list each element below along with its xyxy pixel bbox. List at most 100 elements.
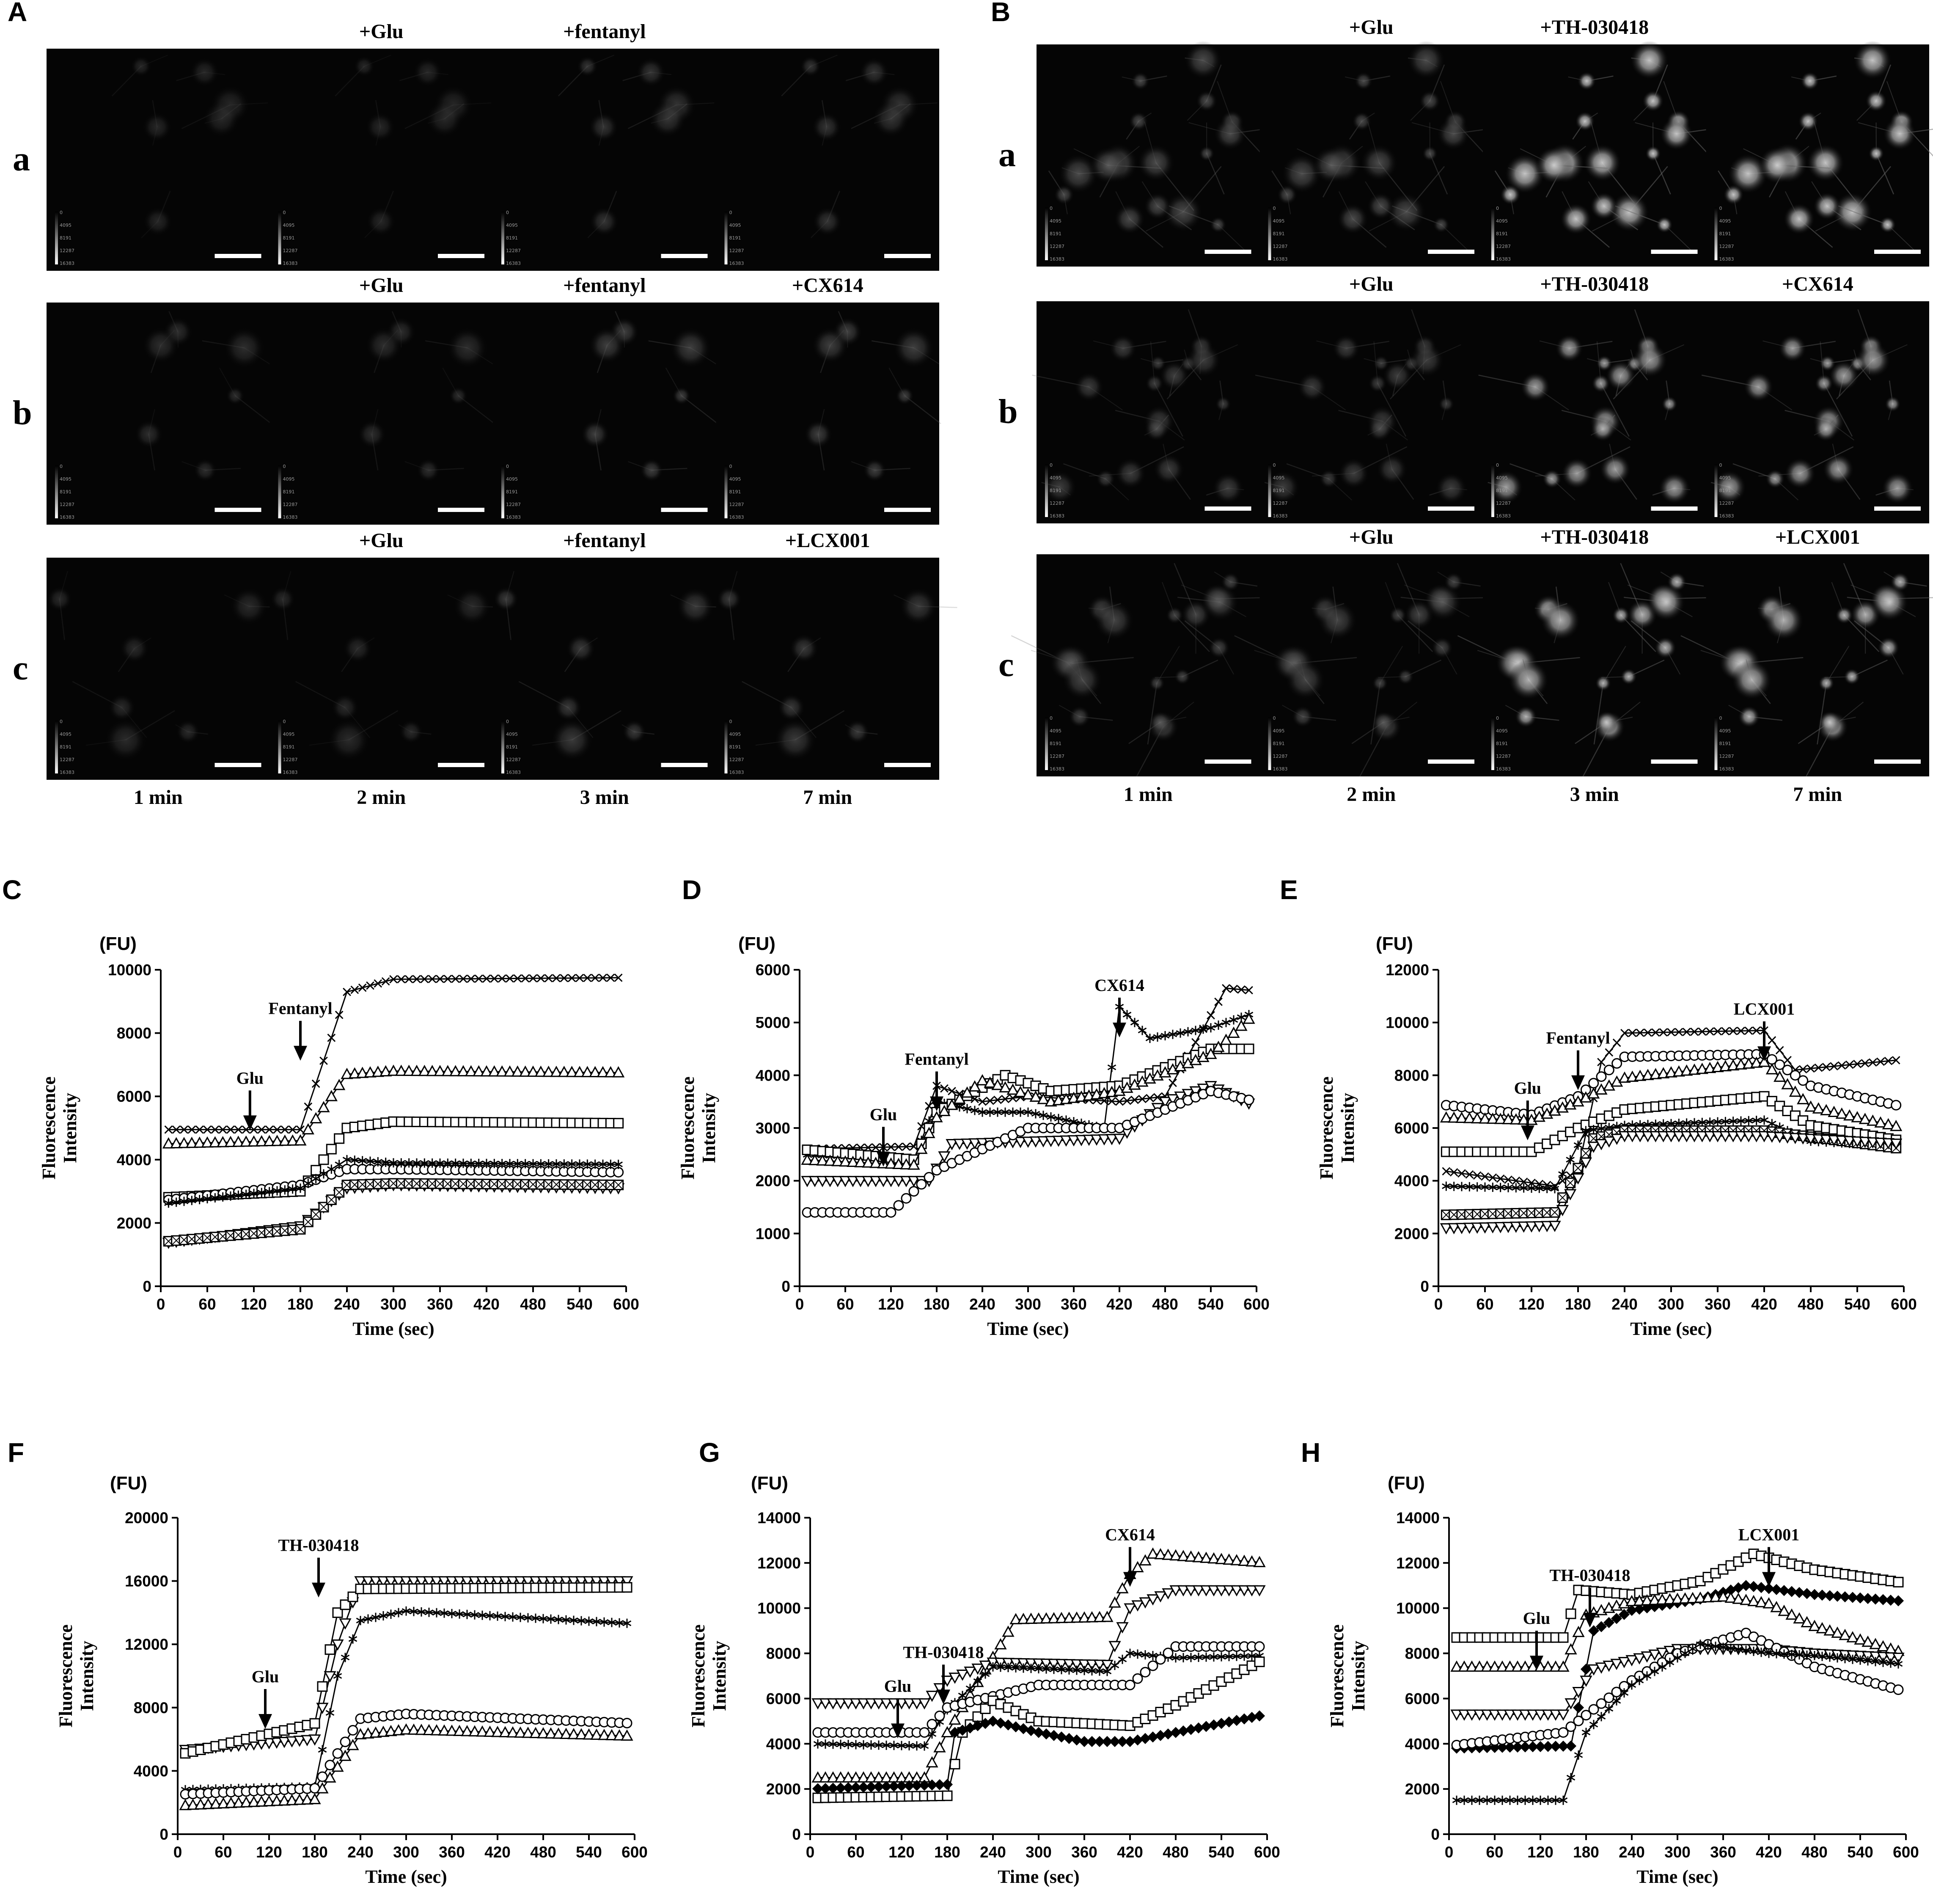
marker-triangle-down xyxy=(1207,1585,1220,1597)
marker-circle xyxy=(934,1710,945,1721)
marker-triangle xyxy=(1572,1626,1585,1637)
annotation-label: TH-030418 xyxy=(1549,1566,1630,1585)
marker-diamond xyxy=(1109,1736,1121,1747)
marker-triangle xyxy=(1230,1554,1243,1566)
marker-triangle-down xyxy=(1463,1222,1476,1234)
marker-triangle xyxy=(1727,1059,1740,1070)
neuron-soma xyxy=(1376,453,1408,485)
intensity-scale-bar xyxy=(1714,464,1718,517)
intensity-scale-label: 8191 xyxy=(506,744,518,750)
x-tick-label: 540 xyxy=(1198,1296,1224,1313)
marker-x xyxy=(436,974,444,983)
marker-x xyxy=(1876,1057,1885,1066)
marker-circle xyxy=(919,1727,930,1738)
marker-triangle xyxy=(529,1727,542,1739)
neuron-soma xyxy=(107,693,136,722)
marker-triangle-down xyxy=(885,1176,897,1187)
neuron-soma xyxy=(716,586,742,612)
marker-star xyxy=(1675,1120,1683,1126)
marker-star xyxy=(358,1158,367,1164)
neuron-soma xyxy=(1868,146,1884,162)
marker-triangle-down xyxy=(1525,1221,1538,1233)
y-tick-label: 6000 xyxy=(1394,1120,1429,1137)
neuron-soma xyxy=(1595,711,1618,734)
marker-triangle xyxy=(976,1074,989,1086)
marker-star xyxy=(319,1171,328,1177)
marker-triangle xyxy=(1238,1555,1251,1566)
marker-triangle xyxy=(1656,1593,1669,1605)
marker-x-square xyxy=(1557,1192,1568,1203)
marker-circle xyxy=(324,1760,335,1771)
neuron-soma xyxy=(225,386,245,405)
marker-diamond xyxy=(1588,1625,1600,1637)
neuron-soma xyxy=(773,718,817,762)
marker-x xyxy=(311,1079,320,1088)
intensity-scale-label: 0 xyxy=(1496,715,1499,721)
neuron-soma xyxy=(1595,675,1611,691)
marker-star xyxy=(401,1608,411,1614)
marker-x xyxy=(506,974,514,983)
scale-bar xyxy=(1651,759,1698,764)
intensity-scale-label: 0 xyxy=(1719,206,1722,211)
marker-triangle-down xyxy=(1083,1134,1095,1146)
intensity-scale-label: 8191 xyxy=(1496,741,1508,746)
y-unit-label: (FU) xyxy=(1376,933,1413,954)
marker-star xyxy=(443,1160,452,1166)
intensity-scale-label: 16383 xyxy=(729,261,744,266)
neuron-soma xyxy=(1053,184,1075,205)
x-axis-title: Time (sec) xyxy=(365,1866,447,1887)
marker-triangle xyxy=(461,1725,473,1736)
marker-star xyxy=(363,1616,373,1622)
marker-diamond xyxy=(1101,1736,1113,1747)
marker-x xyxy=(1169,1079,1177,1087)
annotation-label: LCX001 xyxy=(1738,1525,1799,1544)
y-axis-title-line: Fluorescence xyxy=(55,1624,76,1728)
marker-star xyxy=(1488,1184,1497,1190)
marker-triangle-down xyxy=(1688,1131,1701,1142)
condition-label: +Glu xyxy=(1349,273,1394,295)
marker-triangle-down xyxy=(270,1737,283,1749)
chart-d: D(FU)0 60 120 180 240 300 360 420 480 540 60001000… xyxy=(677,875,1270,1339)
intensity-scale-label: 8191 xyxy=(1496,488,1508,493)
neuron-soma xyxy=(1591,374,1610,393)
x-tick-label: 600 xyxy=(1254,1843,1280,1861)
intensity-scale-label: 16383 xyxy=(1273,256,1288,262)
marker-triangle xyxy=(1131,1561,1144,1572)
marker-x xyxy=(1130,1095,1139,1104)
neuron-soma xyxy=(1642,90,1664,112)
intensity-scale-label: 0 xyxy=(729,210,732,215)
marker-x xyxy=(273,1125,281,1134)
x-axis-title: Time (sec) xyxy=(1630,1318,1712,1339)
marker-triangle-down xyxy=(1765,1131,1778,1143)
marker-star xyxy=(1566,1157,1575,1163)
marker-triangle xyxy=(560,1728,572,1739)
marker-triangle xyxy=(1742,1057,1755,1069)
neuron-soma xyxy=(1658,472,1691,504)
scale-bar xyxy=(1874,759,1921,764)
annotation-arrow-head xyxy=(930,1096,943,1112)
marker-triangle-down xyxy=(1055,1659,1068,1670)
marker-triangle xyxy=(356,1067,369,1078)
marker-triangle xyxy=(1154,1548,1167,1560)
marker-star xyxy=(211,1195,220,1201)
marker-triangle xyxy=(1657,1067,1670,1079)
marker-triangle-down xyxy=(461,1576,473,1588)
marker-triangle-down xyxy=(1572,1687,1585,1698)
marker-triangle-down xyxy=(491,1576,504,1588)
marker-triangle-down xyxy=(1603,1660,1615,1672)
neuron-soma xyxy=(1360,143,1398,182)
marker-star xyxy=(882,1742,891,1748)
marker-star xyxy=(1558,1171,1567,1177)
intensity-scale-label: 4095 xyxy=(283,223,295,228)
neuron-soma xyxy=(672,386,691,405)
neuron-soma xyxy=(1166,606,1184,625)
marker-x xyxy=(1457,1169,1466,1178)
marker-star xyxy=(614,1161,623,1167)
marker-x xyxy=(560,974,569,982)
marker-x xyxy=(575,974,584,982)
neuron-soma xyxy=(1813,192,1841,220)
annotation-label: Glu xyxy=(236,1068,264,1087)
marker-triangle xyxy=(179,1799,192,1810)
